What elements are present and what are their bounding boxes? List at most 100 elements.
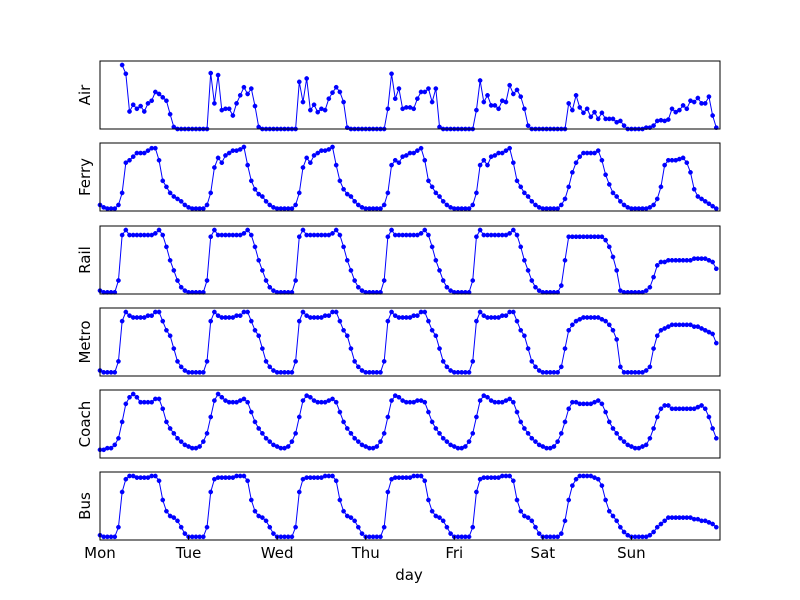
data-point-ferry	[710, 203, 715, 209]
data-point-bus	[418, 473, 424, 479]
data-point-air	[208, 70, 214, 76]
x-tick-label: Sun	[617, 544, 646, 562]
data-point-rail	[603, 237, 608, 243]
data-point-rail	[654, 263, 660, 268]
data-point-air	[153, 89, 158, 95]
data-point-metro	[326, 313, 332, 319]
data-point-coach	[621, 439, 627, 444]
data-point-bus	[204, 524, 210, 530]
data-point-metro	[713, 340, 719, 346]
data-point-ferry	[691, 186, 697, 192]
data-point-bus	[296, 489, 302, 495]
data-point-rail	[119, 232, 125, 238]
data-point-rail	[204, 278, 210, 283]
data-point-bus	[429, 508, 435, 514]
data-point-rail	[293, 278, 298, 283]
data-point-air	[426, 86, 431, 91]
data-point-ferry	[160, 178, 166, 184]
data-point-air	[618, 118, 623, 124]
data-point-bus	[529, 518, 535, 524]
data-point-metro	[710, 331, 715, 337]
data-point-metro	[706, 329, 712, 335]
data-point-rail	[558, 283, 564, 288]
data-point-air	[141, 109, 147, 114]
data-point-metro	[119, 318, 125, 324]
data-point-ferry	[355, 202, 361, 208]
data-point-rail	[610, 254, 616, 260]
data-point-air	[248, 86, 254, 91]
data-point-coach	[702, 406, 708, 412]
data-point-coach	[160, 406, 166, 412]
data-point-metro	[333, 309, 339, 315]
data-point-metro	[348, 346, 354, 351]
data-point-metro	[533, 364, 538, 370]
data-point-bus	[293, 524, 298, 530]
data-point-rail	[300, 227, 306, 233]
data-point-rail	[389, 227, 394, 233]
data-point-rail	[256, 257, 262, 263]
data-point-ferry	[662, 162, 667, 168]
data-point-coach	[466, 439, 472, 444]
data-point-coach	[522, 426, 527, 431]
data-point-metro	[699, 326, 704, 331]
y-axis-label-ferry: Ferry	[76, 158, 94, 196]
data-point-ferry	[444, 202, 450, 208]
data-point-metro	[296, 318, 302, 324]
data-point-coach	[215, 391, 221, 397]
data-point-ferry	[182, 202, 188, 208]
data-point-ferry	[525, 194, 531, 199]
data-point-rail	[296, 234, 302, 240]
data-point-bus	[333, 478, 339, 484]
data-point-ferry	[618, 198, 623, 204]
data-point-bus	[595, 476, 601, 482]
data-point-ferry	[699, 196, 704, 202]
data-point-metro	[665, 324, 671, 329]
data-point-bus	[426, 497, 431, 503]
data-point-rail	[437, 268, 442, 273]
data-point-metro	[352, 359, 357, 364]
data-point-bus	[654, 524, 660, 530]
data-point-coach	[510, 399, 516, 405]
data-point-air	[234, 101, 239, 106]
data-point-ferry	[470, 202, 476, 208]
data-point-coach	[134, 394, 140, 400]
data-point-ferry	[156, 157, 162, 163]
data-point-coach	[396, 394, 402, 400]
data-point-metro	[341, 327, 346, 333]
subplot-panels: Air Ferry Rail Metro Coach Bus	[76, 60, 721, 541]
data-point-metro	[654, 333, 660, 339]
data-point-metro	[149, 313, 155, 319]
data-point-bus	[510, 478, 516, 484]
data-point-bus	[573, 476, 579, 482]
data-point-metro	[536, 368, 542, 373]
data-point-air	[684, 106, 690, 112]
data-point-ferry	[592, 150, 597, 156]
data-point-rail	[385, 234, 391, 240]
panel-coach: Coach	[76, 389, 721, 459]
data-point-coach	[256, 426, 262, 431]
data-point-air	[429, 99, 435, 105]
data-point-bus	[116, 524, 121, 530]
data-point-metro	[263, 359, 269, 364]
data-point-coach	[651, 426, 656, 431]
data-point-air	[245, 91, 250, 97]
data-point-air	[300, 99, 306, 105]
data-point-metro	[437, 346, 442, 351]
data-point-air	[341, 99, 346, 105]
data-point-air	[492, 103, 498, 108]
data-point-coach	[293, 431, 298, 436]
data-point-coach	[352, 435, 357, 441]
data-point-bus	[606, 508, 612, 514]
data-point-ferry	[522, 190, 527, 196]
data-point-bus	[248, 497, 254, 503]
data-point-air	[119, 62, 125, 68]
data-point-ferry	[200, 206, 206, 211]
data-point-ferry	[647, 205, 653, 210]
data-point-air	[702, 101, 708, 106]
data-point-air	[514, 87, 520, 93]
data-point-air	[691, 99, 697, 105]
data-point-ferry	[260, 194, 265, 199]
data-point-rail	[116, 278, 121, 283]
data-point-coach	[518, 419, 524, 425]
data-point-metro	[558, 364, 564, 370]
